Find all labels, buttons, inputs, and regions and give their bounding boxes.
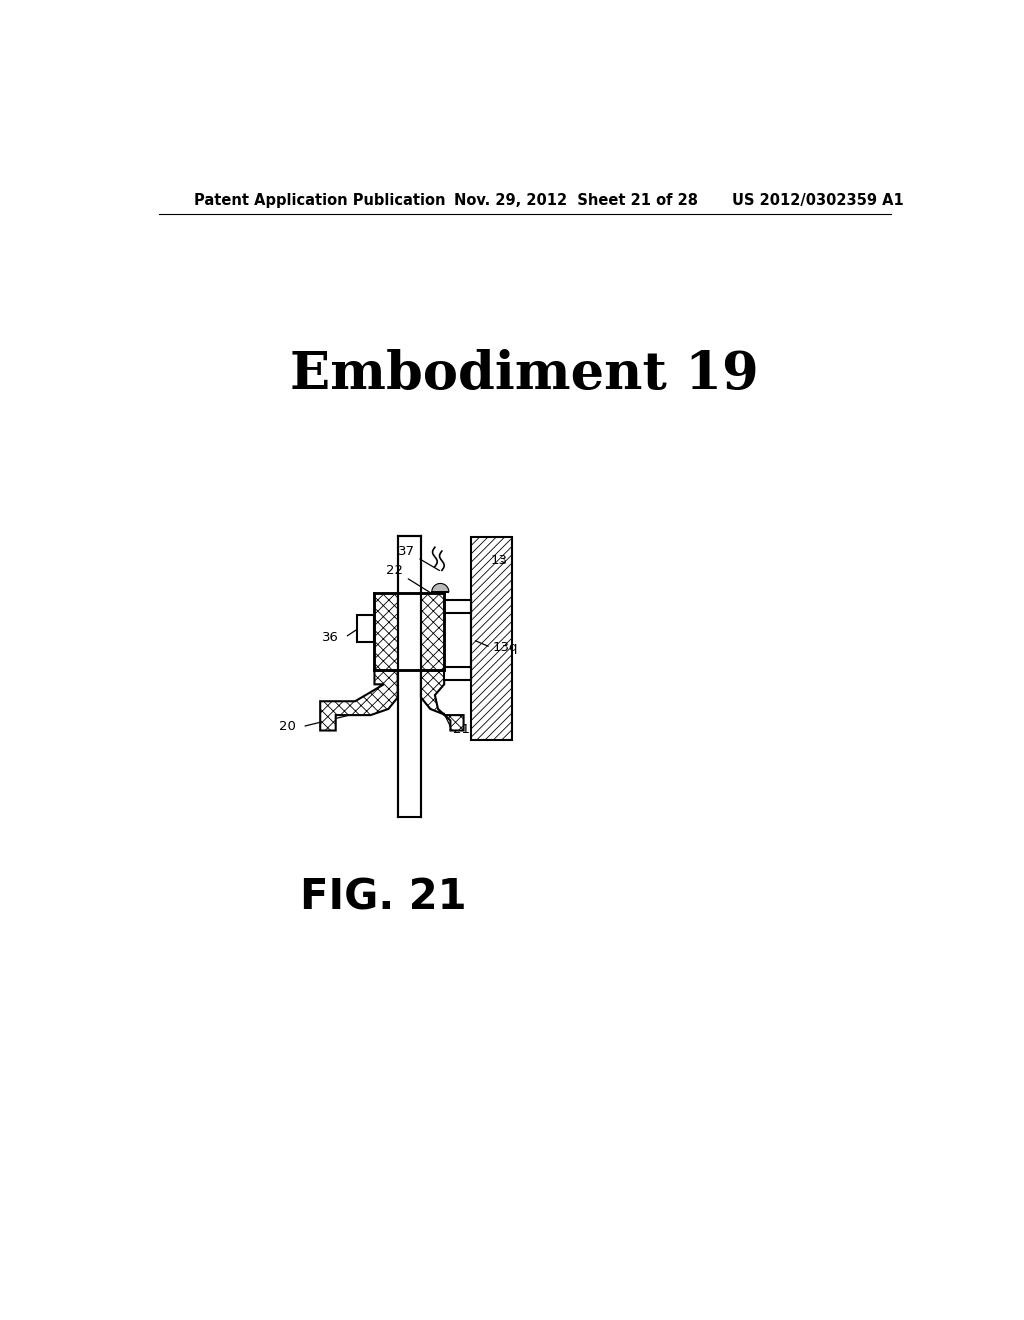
Text: 21: 21	[454, 723, 470, 737]
Bar	[444, 599, 471, 612]
Text: Patent Application Publication: Patent Application Publication	[194, 193, 445, 209]
Bar	[397, 594, 421, 671]
Text: 22: 22	[386, 564, 432, 594]
Polygon shape	[432, 583, 449, 591]
Text: Embodiment 19: Embodiment 19	[291, 348, 759, 400]
Bar	[397, 671, 421, 817]
Bar	[397, 536, 421, 594]
Bar	[471, 537, 512, 739]
Text: 20: 20	[280, 721, 296, 733]
Text: 13: 13	[490, 554, 508, 566]
Polygon shape	[321, 671, 397, 730]
Text: US 2012/0302359 A1: US 2012/0302359 A1	[732, 193, 904, 209]
Text: FIG. 21: FIG. 21	[300, 876, 467, 919]
Bar	[444, 667, 471, 680]
Bar	[357, 615, 375, 642]
Polygon shape	[421, 671, 464, 730]
Text: 13q: 13q	[493, 640, 518, 653]
Text: 37: 37	[397, 545, 439, 570]
Bar	[375, 594, 397, 671]
Bar	[421, 594, 444, 671]
Text: Nov. 29, 2012  Sheet 21 of 28: Nov. 29, 2012 Sheet 21 of 28	[454, 193, 697, 209]
Text: 36: 36	[322, 631, 339, 644]
